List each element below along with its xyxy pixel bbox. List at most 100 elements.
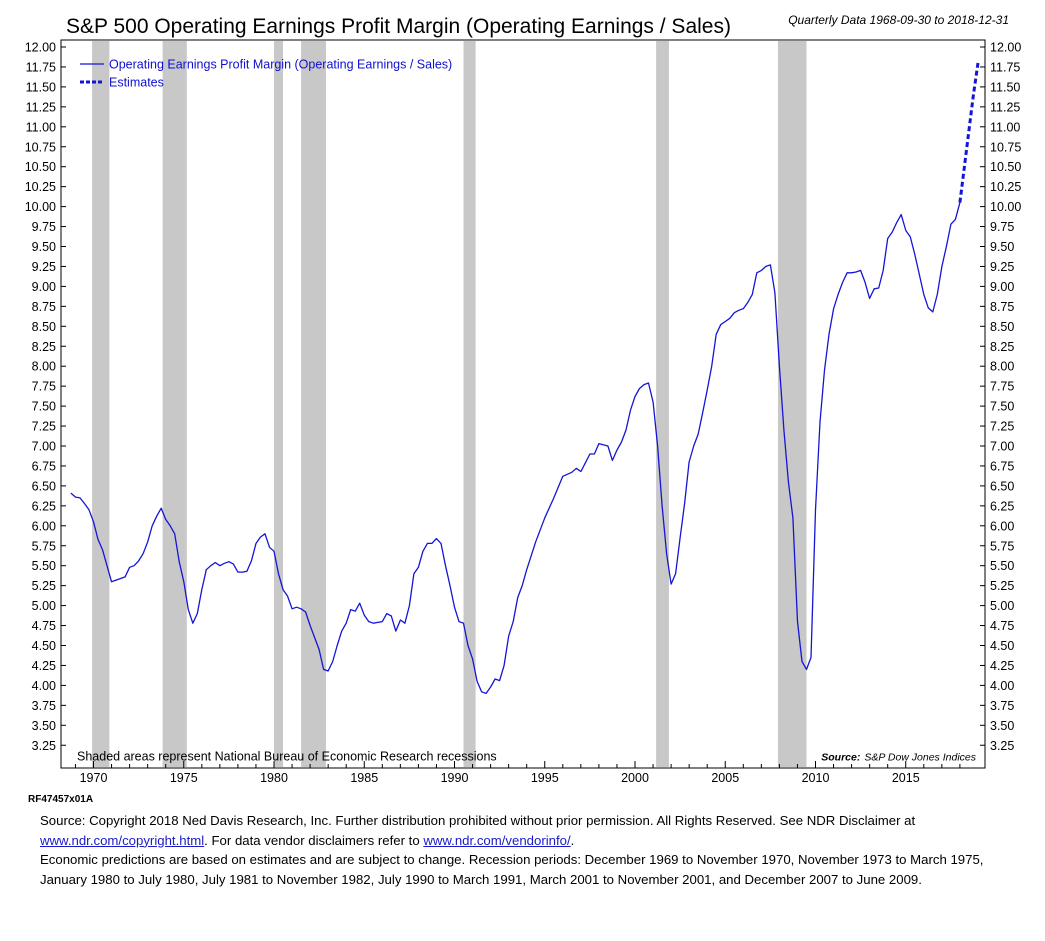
y-tick-label-right: 6.25 — [990, 499, 1014, 513]
footer-mid: . For data vendor disclaimers refer to — [204, 832, 420, 848]
y-tick-label-left: 9.25 — [32, 260, 56, 274]
y-tick-label-left: 6.50 — [32, 479, 56, 493]
y-tick-label-left: 8.00 — [32, 360, 56, 374]
x-axis: 1970 1975 1980 1985 1990 1995 2000 2005 2010 2015 — [74, 761, 961, 785]
series-line-profit-margin — [70, 202, 961, 695]
chart-subtitle: Quarterly Data 1968-09-30 to 2018-12-31 — [788, 13, 1009, 27]
y-tick-label-right: 10.75 — [990, 140, 1021, 154]
source-value: S&P Dow Jones Indices — [864, 752, 976, 764]
y-tick-label-left: 11.75 — [26, 60, 56, 74]
x-tick-label: 1985 — [350, 771, 378, 785]
y-tick-label-right: 12.00 — [990, 41, 1021, 55]
y-tick-label-right: 4.25 — [990, 659, 1014, 673]
y-tick-label-left: 8.25 — [32, 340, 56, 354]
y-tick-label-right: 9.75 — [990, 220, 1014, 234]
y-tick-label-right: 6.00 — [990, 519, 1014, 533]
y-tick-label-right: 8.75 — [990, 300, 1014, 314]
recession-band — [92, 41, 110, 767]
y-tick-label-right: 10.00 — [990, 200, 1021, 214]
y-tick-label-left: 6.25 — [32, 499, 56, 513]
x-tick-label: 2015 — [892, 771, 920, 785]
y-tick-label-left: 8.50 — [32, 320, 56, 334]
y-tick-label-left: 4.00 — [32, 679, 56, 693]
y-tick-label-left: 11.25 — [26, 100, 56, 114]
copyright-link[interactable]: www.ndr.com/copyright.html — [40, 832, 205, 848]
y-tick-label-right: 11.25 — [990, 100, 1020, 114]
y-tick-label-right: 9.50 — [990, 240, 1014, 254]
recession-band — [656, 41, 669, 767]
y-tick-label-right: 8.50 — [990, 320, 1014, 334]
footer-end: . — [570, 832, 575, 848]
y-tick-label-left: 10.75 — [25, 140, 56, 154]
y-tick-label-right: 6.50 — [990, 479, 1014, 493]
y-tick-label-right: 11.00 — [990, 120, 1020, 134]
y-tick-label-left: 7.00 — [32, 440, 56, 454]
y-tick-label-right: 9.25 — [990, 260, 1014, 274]
x-tick-label: 1975 — [170, 771, 198, 785]
y-tick-label-left: 8.75 — [32, 300, 56, 314]
y-tick-label-left: 4.50 — [32, 639, 56, 653]
y-tick-label-right: 5.50 — [990, 559, 1014, 573]
y-tick-label-right: 7.75 — [990, 380, 1014, 394]
y-tick-label-right: 3.25 — [990, 739, 1014, 753]
y-tick-label-right: 4.50 — [990, 639, 1014, 653]
x-tick-label: 2010 — [802, 771, 830, 785]
y-tick-label-left: 9.75 — [32, 220, 56, 234]
y-tick-label-left: 12.00 — [25, 41, 56, 55]
y-tick-label-left: 4.25 — [32, 659, 56, 673]
y-tick-label-left: 11.50 — [26, 80, 56, 94]
y-tick-label-left: 10.50 — [25, 160, 56, 174]
y-tick-label-right: 8.00 — [990, 360, 1014, 374]
y-tick-label-right: 7.00 — [990, 440, 1014, 454]
shading-note: Shaded areas represent National Bureau o… — [77, 750, 497, 764]
y-tick-label-right: 4.75 — [990, 619, 1014, 633]
legend-estimates: Estimates — [109, 76, 164, 90]
recession-shading — [92, 41, 807, 767]
y-tick-label-left: 6.75 — [32, 459, 56, 473]
y-tick-label-right: 7.50 — [990, 400, 1014, 414]
y-tick-label-left: 5.25 — [32, 579, 56, 593]
legend-actual: Operating Earnings Profit Margin (Operat… — [109, 58, 452, 72]
recession-band — [463, 41, 476, 767]
y-tick-label-right: 5.00 — [990, 599, 1014, 613]
y-tick-label-left: 7.50 — [32, 400, 56, 414]
y-axis-left: 12.00 11.75 11.50 11.25 11.00 10.75 10.50 10.25… — [25, 41, 66, 753]
vendorinfo-link[interactable]: www.ndr.com/vendorinfo/ — [423, 832, 571, 848]
plot-frame — [60, 39, 986, 769]
y-tick-label-right: 8.25 — [990, 340, 1014, 354]
y-tick-label-left: 11.00 — [26, 120, 56, 134]
y-tick-label-right: 10.25 — [990, 180, 1021, 194]
y-tick-label-left: 10.00 — [25, 200, 56, 214]
y-tick-label-right: 3.75 — [990, 699, 1014, 713]
recession-band — [301, 41, 326, 767]
y-tick-label-left: 5.00 — [32, 599, 56, 613]
y-tick-label-left: 10.25 — [25, 180, 56, 194]
footer-line1: Source: Copyright 2018 Ned Davis Researc… — [40, 813, 916, 828]
x-tick-label: 1995 — [531, 771, 559, 785]
y-tick-label-left: 5.75 — [32, 539, 56, 553]
chart-title: S&P 500 Operating Earnings Profit Margin… — [66, 15, 731, 38]
y-tick-label-right: 11.75 — [990, 60, 1020, 74]
y-tick-label-right: 10.50 — [990, 160, 1021, 174]
footer-para2: Economic predictions are based on estima… — [40, 852, 984, 887]
y-tick-label-left: 5.50 — [32, 559, 56, 573]
y-tick-label-right: 5.75 — [990, 539, 1014, 553]
series-line-estimates — [958, 62, 980, 203]
y-tick-label-right: 4.00 — [990, 679, 1014, 693]
y-tick-label-left: 3.25 — [32, 739, 56, 753]
x-tick-label: 2000 — [621, 771, 649, 785]
y-tick-label-left: 9.50 — [32, 240, 56, 254]
x-tick-label: 1980 — [260, 771, 288, 785]
y-tick-label-right: 6.75 — [990, 459, 1014, 473]
y-tick-label-left: 4.75 — [32, 619, 56, 633]
y-tick-label-left: 3.50 — [32, 719, 56, 733]
series-lines — [70, 62, 980, 695]
y-tick-label-right: 11.50 — [990, 80, 1020, 94]
y-tick-label-left: 3.75 — [32, 699, 56, 713]
recession-band — [162, 41, 187, 767]
y-tick-label-right: 3.50 — [990, 719, 1014, 733]
y-tick-label-left: 6.00 — [32, 519, 56, 533]
recession-band — [274, 41, 284, 767]
y-tick-label-right: 7.25 — [990, 420, 1014, 434]
